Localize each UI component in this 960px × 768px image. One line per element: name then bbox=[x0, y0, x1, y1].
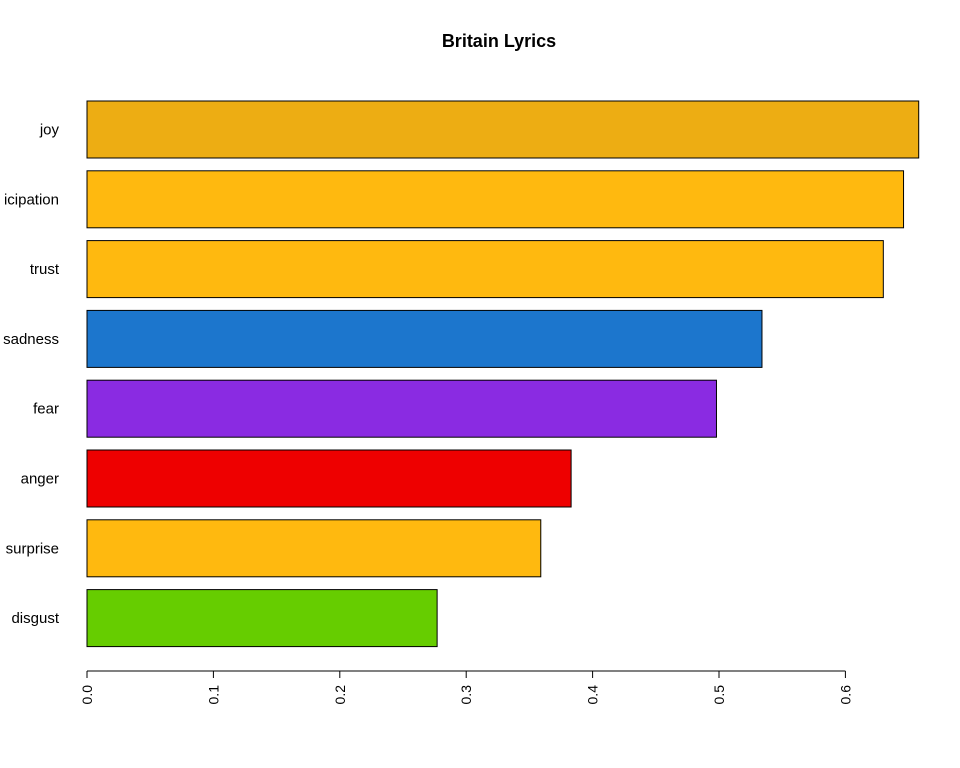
category-label-fear: fear bbox=[33, 401, 59, 418]
x-tick-label: 0.3 bbox=[458, 685, 474, 705]
category-label-anger: anger bbox=[21, 471, 59, 488]
bars-group bbox=[86, 100, 920, 648]
bar-fear bbox=[86, 379, 717, 438]
x-tick-label: 0.1 bbox=[205, 685, 221, 705]
x-tick-label: 0.4 bbox=[585, 685, 601, 705]
x-axis: 0.0 0.1 0.2 0.3 0.4 0.5 0.6 bbox=[79, 670, 853, 705]
bar-joy bbox=[86, 100, 920, 159]
category-label-joy: joy bbox=[39, 122, 60, 139]
category-label-sadness: sadness bbox=[3, 331, 59, 348]
x-tick-label: 0.6 bbox=[837, 685, 853, 705]
x-tick-label: 0.2 bbox=[332, 685, 348, 705]
bar-trust bbox=[86, 240, 884, 299]
bar-sadness bbox=[86, 309, 763, 368]
category-label-surprise: surprise bbox=[6, 540, 59, 557]
category-labels: joy icipation trust sadness fear anger surpris… bbox=[3, 122, 60, 628]
x-tick-label: 0.0 bbox=[79, 685, 95, 705]
bar-surprise bbox=[86, 519, 542, 578]
category-label-anticipation: icipation bbox=[4, 191, 59, 208]
bar-disgust bbox=[86, 589, 438, 648]
bar-anticipation bbox=[86, 170, 905, 229]
category-label-disgust: disgust bbox=[11, 610, 59, 627]
category-label-trust: trust bbox=[30, 261, 60, 278]
x-tick-label: 0.5 bbox=[711, 685, 727, 705]
bar-anger bbox=[86, 449, 572, 508]
chart-title: Britain Lyrics bbox=[442, 31, 556, 51]
